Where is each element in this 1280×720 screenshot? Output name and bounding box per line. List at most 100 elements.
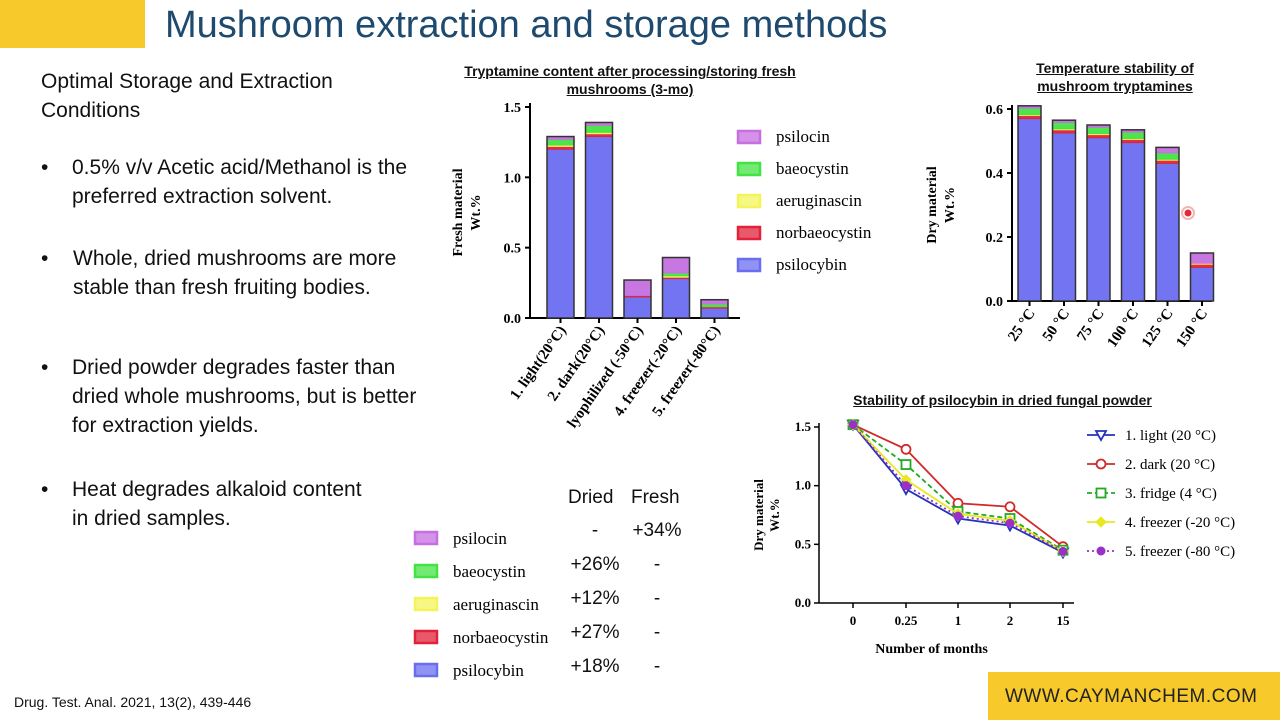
series-line-3 — [852, 423, 1064, 551]
bar-segment-baeocystin — [1155, 152, 1180, 160]
legend-swatch-norbaeocystin — [413, 629, 439, 645]
legend-marker — [1095, 458, 1107, 470]
y-tick-label: 0.6 — [986, 103, 1004, 118]
table-row: - +34% — [560, 520, 700, 550]
x-axis-label: Number of months — [875, 642, 988, 657]
y-tick-label: 1.0 — [795, 478, 811, 493]
legend-label-baeocystin: baeocystin — [776, 159, 849, 178]
section-subtitle: Optimal Storage and Extraction Condition… — [41, 70, 333, 122]
table-cell-fresh: - — [653, 554, 661, 575]
legend-swatch-baeocystin — [413, 563, 439, 579]
bar-segment-baeocystin — [1052, 121, 1076, 130]
legend-swatch-norbaeocystin — [736, 225, 762, 241]
x-tick-label: 1 — [955, 613, 962, 628]
bar-segment-psilocin — [623, 279, 652, 296]
bar-segment-psilocybin — [1052, 132, 1076, 302]
website-url: WWW.CAYMANCHEM.COM — [1005, 686, 1258, 707]
data-point — [953, 511, 963, 521]
legend-label-psilocybin: psilocybin — [776, 255, 847, 274]
x-tick-label: 75 °C — [1074, 306, 1108, 344]
table-row: +26% - — [560, 554, 700, 584]
legend-swatch-baeocystin — [736, 161, 762, 177]
bullet-text: Whole, dried mushrooms are more stable t… — [73, 247, 397, 299]
table-cell-dried: +18% — [570, 656, 620, 677]
bar-segment-psilocybin — [700, 307, 729, 319]
page-title: Mushroom extraction and storage methods — [165, 4, 888, 46]
table-header-dried: Dried — [568, 487, 614, 508]
bullet-text: Dried powder degrades faster than dried … — [72, 356, 417, 437]
legend-swatch-psilocin — [736, 129, 762, 145]
bar-segment-psilocin — [662, 257, 690, 274]
table-row: +18% - — [560, 656, 700, 686]
legend-swatch-psilocybin — [736, 257, 762, 273]
bullet-icon: • — [41, 478, 49, 501]
outlier-point — [1184, 209, 1192, 217]
y-tick-label: 0.0 — [795, 595, 811, 610]
y-tick-label: 1.5 — [795, 419, 812, 434]
chart-title-temperature: Temperature stability of mushroom trypta… — [1036, 60, 1194, 94]
chart-temperature-stability: 0.0 0.2 0.4 0.6 Dry material Wt.% 25 °C 50 °C 75… — [925, 103, 1215, 351]
bullet-text: Heat degrades alkaloid content in dried … — [72, 478, 362, 530]
table-row: +12% - — [560, 588, 700, 618]
x-tick-label: 150 °C — [1173, 306, 1211, 350]
bar-segment-psilocybin — [546, 148, 575, 319]
table-cell-fresh: - — [653, 622, 661, 643]
legend-label: 3. fridge (4 °C) — [1125, 486, 1217, 502]
bullet-item: • Heat degrades alkaloid content in drie… — [41, 475, 371, 533]
table-header-fresh: Fresh — [631, 487, 680, 508]
bar-segment-psilocybin — [1017, 118, 1042, 302]
data-point — [901, 481, 911, 491]
y-tick-label: 0.0 — [504, 312, 522, 327]
legend-swatch-psilocin — [413, 530, 439, 546]
bullet-icon: • — [41, 247, 49, 270]
bar-segment-psilocybin — [1190, 266, 1214, 302]
x-tick-label: 5. freezer(-80°C) — [650, 323, 724, 419]
table-cell-dried: +12% — [570, 588, 620, 609]
bar-segment-psilocybin — [585, 136, 613, 319]
series-line-4 — [852, 424, 1064, 553]
x-tick-label: 15 — [1057, 613, 1071, 628]
x-tick-label: 25 °C — [1005, 306, 1039, 344]
chart-title-tryptamine: Tryptamine content after processing/stor… — [464, 63, 796, 97]
data-point — [1058, 546, 1068, 556]
y-tick-label: 0.0 — [986, 295, 1004, 310]
y-tick-label: 0.5 — [504, 242, 522, 257]
legend-swatch-aeruginascin — [736, 193, 762, 209]
y-tick-label: 0.2 — [986, 231, 1004, 246]
x-tick-label: 0 — [850, 613, 857, 628]
y-axis-label: Dry materialWt.% — [751, 479, 782, 551]
bar-segment-baeocystin — [585, 124, 613, 133]
data-point — [1004, 501, 1016, 513]
table-cell-fresh: - — [653, 656, 661, 677]
legend-label: 4. freezer (-20 °C) — [1125, 515, 1235, 531]
legend-label: 2. dark (20 °C) — [1125, 457, 1215, 473]
data-point — [900, 443, 912, 455]
bar-segment-psilocybin — [1121, 142, 1145, 302]
y-tick-label: 0.4 — [986, 167, 1004, 182]
legend-marker — [1096, 546, 1106, 556]
legend-swatch-psilocybin — [413, 662, 439, 678]
x-tick-label: 4. freezer(-20°C) — [611, 323, 685, 419]
bar-segment-psilocybin — [1086, 137, 1111, 302]
bullet-text: 0.5% v/v Acetic acid/Methanol is the pre… — [72, 156, 408, 208]
bar-segment-psilocybin — [1155, 162, 1180, 302]
bullet-icon: • — [41, 156, 49, 179]
legend-marker — [1094, 430, 1108, 442]
bullet-item: • Whole, dried mushrooms are more stable… — [41, 244, 436, 302]
table-cell-dried: - — [591, 520, 599, 541]
bar-segment-baeocystin — [1086, 126, 1111, 135]
legend-label-psilocybin: psilocybin — [453, 661, 524, 680]
legend-label: 1. light (20 °C) — [1125, 428, 1216, 444]
y-tick-label: 0.5 — [795, 536, 812, 551]
legend-label-aeruginascin: aeruginascin — [776, 191, 862, 210]
bar-segment-psilocybin — [623, 296, 652, 319]
citation: Drug. Test. Anal. 2021, 13(2), 439-446 — [14, 694, 252, 710]
x-tick-label: 0.25 — [895, 613, 918, 628]
bullet-item: • 0.5% v/v Acetic acid/Methanol is the p… — [41, 153, 436, 211]
bar-segment-baeocystin — [1017, 107, 1042, 115]
bar-segment-psilocybin — [662, 278, 690, 319]
bar-segment-baeocystin — [1121, 131, 1145, 139]
data-point — [1005, 518, 1015, 528]
table-cell-fresh: - — [653, 588, 661, 609]
